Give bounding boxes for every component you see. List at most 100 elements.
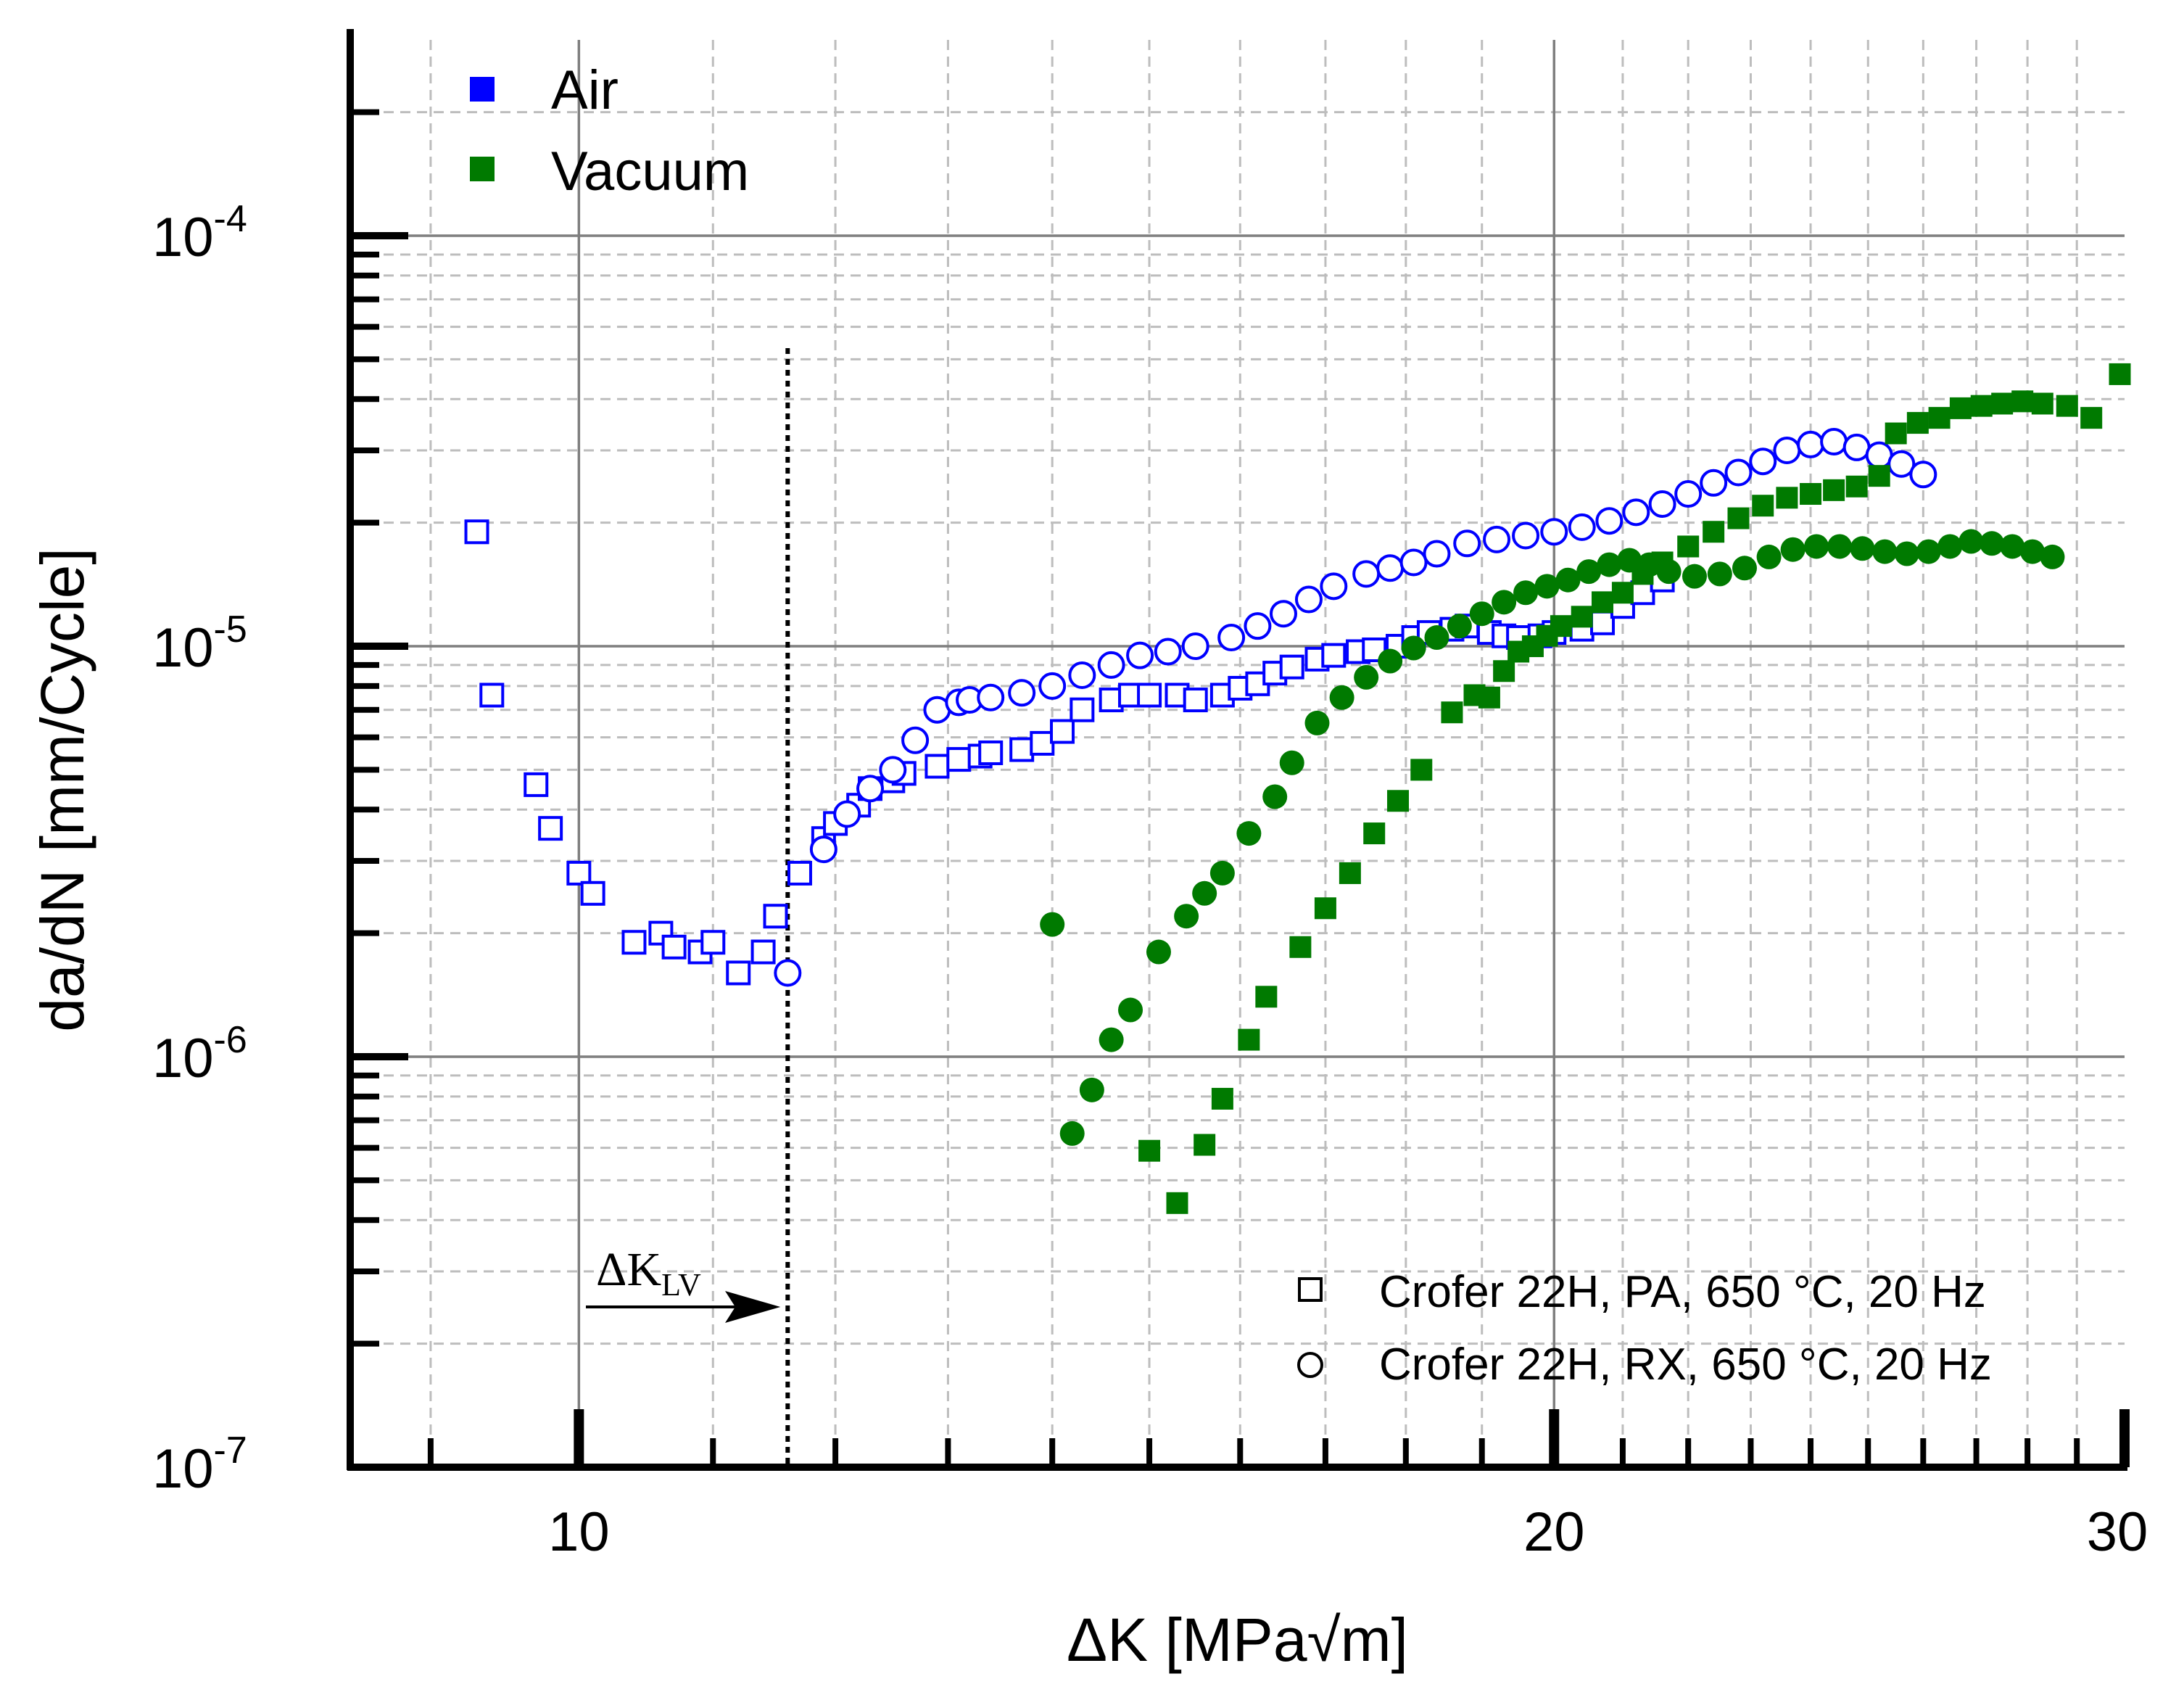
data-point-series-1 xyxy=(1320,572,1348,601)
data-point-series-1 xyxy=(833,800,861,828)
data-point-series-0 xyxy=(787,860,812,886)
data-point-series-1 xyxy=(1244,612,1272,640)
data-point-series-1 xyxy=(856,775,885,803)
data-point-series-1 xyxy=(774,959,802,987)
data-point-series-0 xyxy=(925,754,950,779)
data-point-series-0 xyxy=(661,934,687,960)
data-point-series-1 xyxy=(1068,661,1096,689)
data-point-series-2 xyxy=(1314,897,1336,920)
data-point-series-2 xyxy=(1410,759,1433,781)
data-point-series-0 xyxy=(566,860,592,886)
data-point-series-0 xyxy=(1590,610,1616,635)
y-tick-label-base: 10 xyxy=(152,617,214,679)
data-point-series-1 xyxy=(1126,641,1154,669)
data-point-series-1 xyxy=(1097,651,1125,679)
data-point-series-3 xyxy=(1492,590,1517,615)
data-point-series-3 xyxy=(1329,685,1354,710)
data-point-series-0 xyxy=(978,740,1004,765)
data-point-series-3 xyxy=(2040,544,2065,569)
data-point-series-3 xyxy=(1804,534,1829,559)
delta-k-lv-subscript: LV xyxy=(661,1267,701,1303)
data-point-series-3 xyxy=(1534,574,1560,599)
y-tick-label: 10-7 xyxy=(152,1429,247,1500)
data-point-series-2 xyxy=(1677,535,1700,558)
data-point-series-3 xyxy=(1958,529,1984,554)
y-tick-label-exponent: -7 xyxy=(214,1429,247,1472)
data-point-series-1 xyxy=(1568,513,1596,541)
data-point-series-3 xyxy=(1555,567,1581,593)
data-point-series-2 xyxy=(1776,487,1798,509)
data-point-series-1 xyxy=(1797,430,1825,458)
data-point-series-2 xyxy=(1868,465,1890,487)
data-point-series-3 xyxy=(1236,821,1262,846)
legend-label-pa: Crofer 22H, PA, 650 °C, 20 Hz xyxy=(1379,1267,1986,1317)
data-point-series-1 xyxy=(1038,672,1067,700)
data-point-series-2 xyxy=(1339,862,1361,884)
legend-label-vacuum: Vacuum xyxy=(551,141,749,202)
data-point-series-3 xyxy=(1447,614,1472,639)
data-point-series-2 xyxy=(1949,397,1972,419)
data-point-series-3 xyxy=(1174,904,1199,929)
y-tick-label: 10-4 xyxy=(152,198,247,268)
data-point-series-0 xyxy=(946,747,972,772)
data-point-series-0 xyxy=(464,519,489,545)
data-point-series-0 xyxy=(1137,682,1162,708)
data-point-series-1 xyxy=(1512,521,1540,550)
data-point-series-1 xyxy=(879,756,907,784)
data-point-series-2 xyxy=(1970,395,1993,417)
data-point-series-1 xyxy=(1352,560,1381,588)
data-point-series-0 xyxy=(1070,697,1095,722)
data-point-series-2 xyxy=(1845,475,1868,498)
data-point-series-3 xyxy=(1850,536,1875,561)
data-point-series-3 xyxy=(1780,537,1805,562)
data-point-series-3 xyxy=(1118,997,1143,1023)
y-tick-label-base: 10 xyxy=(152,1438,214,1500)
data-point-series-2 xyxy=(1928,407,1951,429)
data-point-series-3 xyxy=(1732,556,1757,581)
data-point-series-0 xyxy=(1630,580,1655,606)
data-point-series-1 xyxy=(1724,458,1753,487)
data-point-series-2 xyxy=(2011,390,2034,413)
data-point-series-0 xyxy=(1009,737,1035,762)
data-point-series-3 xyxy=(1040,912,1065,937)
data-point-series-3 xyxy=(1262,784,1288,809)
data-point-series-3 xyxy=(1894,541,1919,566)
data-point-series-2 xyxy=(1493,660,1515,682)
data-point-series-3 xyxy=(1401,635,1426,661)
data-point-series-3 xyxy=(1656,559,1682,585)
data-point-series-3 xyxy=(1378,648,1403,674)
data-points xyxy=(464,363,2131,1214)
data-point-series-2 xyxy=(1211,1087,1233,1110)
data-point-series-2 xyxy=(2109,363,2131,385)
data-point-series-1 xyxy=(977,683,1005,711)
data-point-series-2 xyxy=(1387,790,1410,812)
data-point-series-1 xyxy=(1909,461,1937,489)
data-point-series-1 xyxy=(1622,498,1650,527)
data-point-series-1 xyxy=(1595,507,1623,535)
legend-swatch-air xyxy=(470,77,495,102)
data-point-series-1 xyxy=(1648,490,1676,518)
y-tick-label: 10-5 xyxy=(152,608,247,679)
data-point-series-0 xyxy=(1321,643,1347,668)
data-point-series-1 xyxy=(1483,525,1511,553)
data-point-series-0 xyxy=(524,772,549,797)
data-point-series-1 xyxy=(1376,554,1405,582)
data-point-series-3 xyxy=(1576,559,1602,585)
data-point-series-2 xyxy=(1571,606,1593,628)
y-tick-label-base: 10 xyxy=(152,1028,214,1089)
legend-square-marker xyxy=(1298,1277,1323,1302)
data-point-series-2 xyxy=(1752,495,1774,517)
data-point-series-3 xyxy=(1682,564,1707,589)
data-point-series-0 xyxy=(763,904,788,929)
data-point-series-1 xyxy=(1399,548,1428,577)
data-point-series-2 xyxy=(1800,483,1822,506)
data-point-series-2 xyxy=(1611,582,1634,604)
data-point-series-0 xyxy=(750,939,776,965)
data-point-series-1 xyxy=(1294,585,1323,614)
data-point-series-2 xyxy=(1363,822,1386,845)
data-point-series-3 xyxy=(1079,1077,1104,1102)
data-point-series-3 xyxy=(1827,534,1853,559)
data-point-series-2 xyxy=(1906,412,1929,434)
x-tick-label: 30 xyxy=(2087,1501,2148,1563)
data-point-series-3 xyxy=(1916,539,1941,564)
